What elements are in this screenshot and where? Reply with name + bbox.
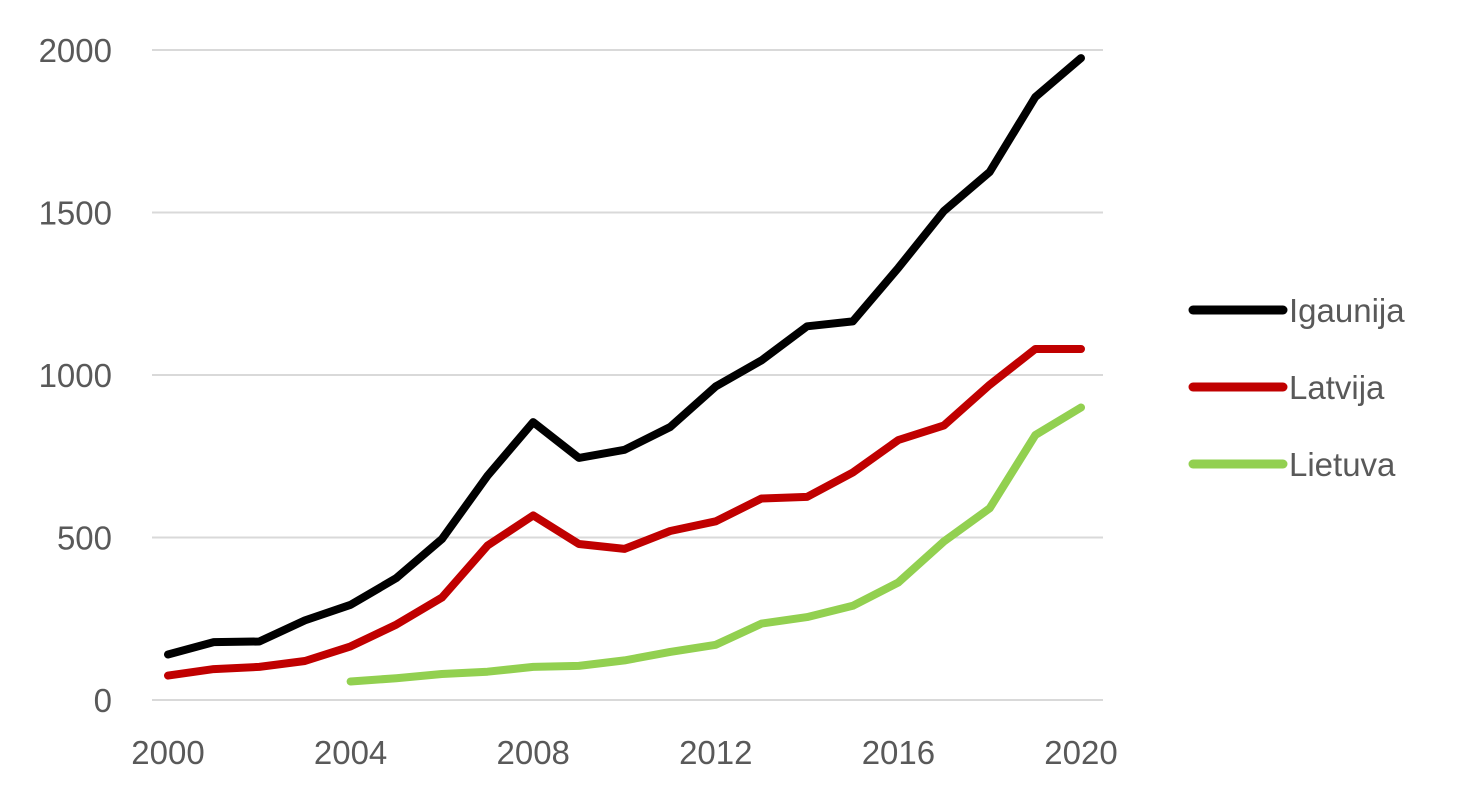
series-line-igaunija — [164, 54, 1085, 659]
y-tick-label: 1500 — [39, 195, 112, 232]
y-tick-label: 1000 — [39, 357, 112, 394]
x-tick-label: 2012 — [679, 734, 752, 771]
x-tick-label: 2000 — [131, 734, 204, 771]
series-line-latvija — [164, 345, 1085, 680]
x-tick-label: 2016 — [862, 734, 935, 771]
legend: Igaunija Latvija Lietuva — [1188, 292, 1405, 483]
series-lines — [164, 54, 1085, 686]
legend-label: Latvija — [1289, 369, 1385, 406]
legend-label: Lietuva — [1289, 446, 1396, 483]
y-tick-label: 0 — [94, 682, 112, 719]
x-tick-label: 2004 — [314, 734, 387, 771]
y-tick-label: 500 — [57, 520, 112, 557]
y-axis-tick-labels: 0 500 1000 1500 2000 — [39, 32, 112, 719]
x-tick-label: 2020 — [1044, 734, 1117, 771]
legend-label: Igaunija — [1289, 292, 1405, 329]
x-tick-label: 2008 — [496, 734, 569, 771]
gridlines — [152, 49, 1103, 701]
x-axis-tick-labels: 2000 2004 2008 2012 2016 2020 — [131, 734, 1117, 771]
y-tick-label: 2000 — [39, 32, 112, 69]
series-line-lietuva — [346, 403, 1085, 686]
